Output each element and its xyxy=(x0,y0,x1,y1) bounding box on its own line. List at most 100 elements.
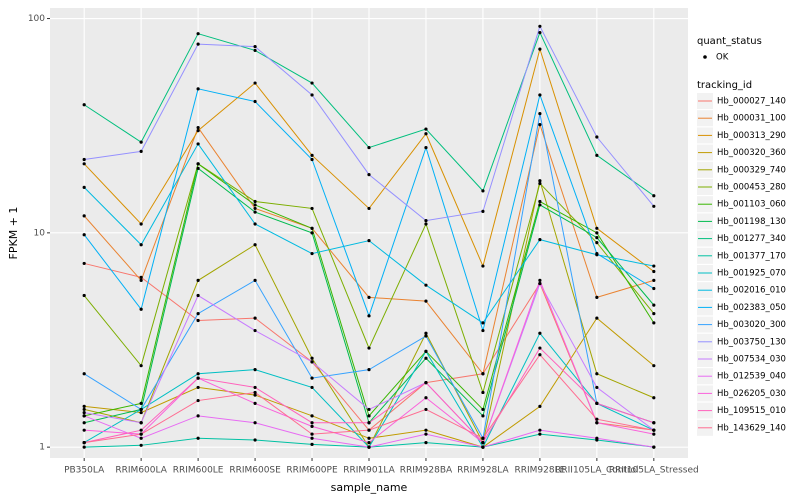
data-point xyxy=(310,226,314,230)
data-point xyxy=(196,278,200,282)
data-point xyxy=(595,226,599,230)
data-point xyxy=(139,432,143,436)
data-point xyxy=(82,293,86,298)
data-point xyxy=(196,398,200,403)
legend-label: Hb_003020_300 xyxy=(717,320,786,330)
data-point xyxy=(196,376,200,380)
data-point xyxy=(253,243,257,247)
data-point xyxy=(424,283,428,287)
data-point xyxy=(538,331,542,335)
data-point xyxy=(538,179,542,183)
legend-label: Hb_000453_280 xyxy=(717,183,786,193)
data-point xyxy=(196,162,200,166)
legend-label: Hb_002016_010 xyxy=(717,286,786,296)
data-point xyxy=(253,316,257,320)
data-point xyxy=(595,295,599,299)
data-point xyxy=(367,206,371,211)
data-point xyxy=(481,209,485,213)
data-point xyxy=(652,445,656,449)
y-axis-title: FPKM + 1 xyxy=(7,207,20,260)
data-point xyxy=(196,42,200,46)
data-point xyxy=(538,428,542,432)
data-point xyxy=(652,432,656,436)
data-point xyxy=(253,99,257,104)
data-point xyxy=(139,428,143,432)
x-tick-label: RRII105LA_Control xyxy=(555,466,638,476)
data-point xyxy=(310,157,314,162)
data-point xyxy=(538,432,542,436)
data-point xyxy=(481,436,485,440)
data-point xyxy=(652,421,656,425)
data-point xyxy=(595,436,599,440)
data-point xyxy=(253,206,257,211)
legend-label: Hb_000027_140 xyxy=(717,97,786,107)
data-point xyxy=(139,140,143,144)
legend-label: Hb_000031_100 xyxy=(717,114,786,124)
data-point xyxy=(196,436,200,440)
data-point xyxy=(82,410,86,415)
legend-label: Hb_143629_140 xyxy=(717,423,786,433)
data-point xyxy=(310,231,314,235)
data-point xyxy=(82,372,86,376)
data-point xyxy=(310,414,314,418)
data-point xyxy=(538,93,542,97)
data-point xyxy=(196,385,200,390)
data-point xyxy=(82,157,86,162)
data-point xyxy=(310,376,314,380)
data-point xyxy=(196,32,200,36)
data-point xyxy=(310,432,314,436)
data-point xyxy=(367,436,371,440)
x-tick-label: RRII105LA_Stressed xyxy=(609,466,699,476)
legend-label: Hb_001925_070 xyxy=(717,269,786,279)
data-point xyxy=(652,286,656,291)
data-point xyxy=(424,349,428,353)
data-point xyxy=(139,436,143,440)
data-point xyxy=(652,278,656,282)
data-point xyxy=(253,401,257,406)
data-point xyxy=(82,185,86,189)
data-point xyxy=(481,441,485,445)
data-point xyxy=(538,203,542,207)
data-point xyxy=(82,441,86,445)
data-point xyxy=(310,385,314,390)
data-point xyxy=(253,421,257,425)
data-point xyxy=(652,428,656,432)
data-point xyxy=(310,424,314,428)
data-point xyxy=(367,314,371,318)
data-point xyxy=(595,153,599,157)
data-point xyxy=(424,299,428,303)
data-point xyxy=(139,443,143,447)
data-point xyxy=(367,414,371,418)
data-point xyxy=(424,432,428,436)
data-point xyxy=(424,356,428,360)
data-point xyxy=(481,407,485,412)
data-point xyxy=(196,414,200,418)
data-point xyxy=(139,407,143,412)
data-point xyxy=(139,243,143,247)
data-point xyxy=(652,321,656,325)
data-point xyxy=(424,407,428,412)
data-point xyxy=(253,390,257,395)
data-point xyxy=(424,381,428,385)
data-point xyxy=(196,372,200,376)
data-point xyxy=(652,364,656,368)
data-point xyxy=(82,428,86,432)
data-point xyxy=(652,264,656,268)
data-point xyxy=(82,103,86,107)
data-point xyxy=(538,122,542,127)
data-point xyxy=(481,414,485,418)
data-point xyxy=(481,189,485,193)
data-point xyxy=(367,445,371,449)
y-tick-label: 10 xyxy=(34,228,46,238)
data-point xyxy=(367,421,371,425)
data-point xyxy=(538,238,542,242)
data-point xyxy=(82,421,86,425)
data-point xyxy=(253,199,257,204)
data-point xyxy=(82,261,86,266)
data-point xyxy=(139,307,143,311)
data-point xyxy=(424,127,428,131)
data-point xyxy=(652,396,656,400)
legend-label: Hb_001103_060 xyxy=(717,200,786,210)
data-point xyxy=(139,410,143,415)
data-point xyxy=(595,316,599,320)
